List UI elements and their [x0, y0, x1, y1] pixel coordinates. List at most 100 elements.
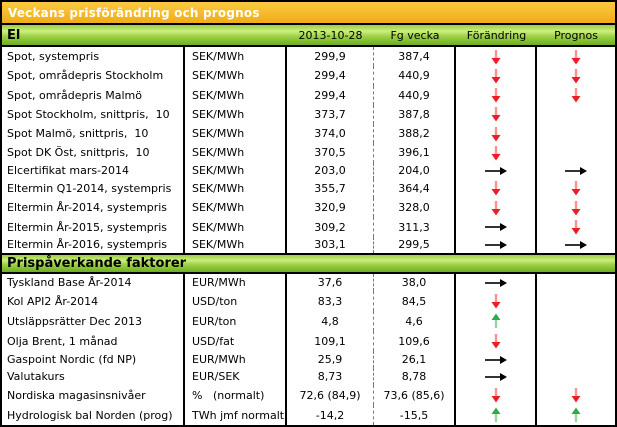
row-unit: SEK/MWh	[185, 217, 287, 237]
row-label: Eltermin År-2014, systempris	[2, 198, 185, 218]
row-current-value: 355,7	[287, 178, 374, 199]
row-change-cell	[456, 124, 537, 144]
row-change-cell	[456, 104, 537, 125]
row-forecast-cell	[537, 331, 615, 351]
right-arrow-icon	[484, 240, 507, 249]
row-label: Spot Malmö, snittpris, 10	[2, 124, 185, 144]
row-unit: SEK/MWh	[185, 47, 287, 67]
down-arrow-icon	[571, 220, 581, 235]
table-row: Spot, systempris SEK/MWh 299,9 387,4	[2, 47, 615, 67]
row-change-cell	[456, 66, 537, 86]
report-title-bar: Veckans prisförändring och prognos	[2, 2, 615, 25]
row-current-value: 4,8	[287, 311, 374, 331]
row-previous-value: 109,6	[374, 331, 456, 351]
section-header-factors: Prispåverkande faktorer	[2, 255, 615, 274]
down-arrow-icon	[571, 88, 581, 103]
row-current-value: 8,73	[287, 368, 374, 385]
row-forecast-cell	[537, 47, 615, 66]
row-change-cell	[456, 291, 537, 311]
row-label: Eltermin År-2016, systempris	[2, 236, 185, 253]
row-change-cell	[456, 143, 537, 163]
section-title-factors: Prispåverkande faktorer	[7, 256, 187, 271]
row-current-value: 83,3	[287, 291, 374, 311]
row-label: Eltermin År-2015, systempris	[2, 217, 185, 237]
down-arrow-icon	[491, 334, 500, 349]
down-arrow-icon	[491, 49, 500, 65]
row-previous-value: 364,4	[374, 178, 456, 199]
table-row: Kol API2 År-2014 USD/ton 83,3 84,5	[2, 291, 615, 311]
row-unit: SEK/MWh	[185, 162, 287, 179]
row-previous-value: 26,1	[374, 351, 456, 368]
table-row: Hydrologisk bal Norden (prog) TWh jmf no…	[2, 405, 615, 425]
row-previous-value: 299,5	[374, 236, 456, 253]
factors-section-rows: Tyskland Base År-2014 EUR/MWh 37,6 38,0 …	[2, 274, 615, 425]
down-arrow-icon	[571, 388, 581, 403]
column-header-forecast: Prognos	[554, 28, 598, 42]
row-previous-value: 396,1	[374, 143, 456, 163]
row-forecast-cell	[537, 143, 615, 162]
row-previous-value: 311,3	[374, 217, 456, 237]
row-forecast-cell	[537, 351, 615, 368]
row-current-value: 37,6	[287, 274, 374, 291]
row-forecast-cell	[537, 217, 615, 236]
down-arrow-icon	[491, 200, 500, 216]
row-forecast-cell	[537, 368, 615, 385]
down-arrow-icon	[491, 68, 500, 84]
row-current-value: 320,9	[287, 198, 374, 218]
row-unit: SEK/MWh	[185, 178, 287, 199]
row-unit: SEK/MWh	[185, 66, 287, 86]
row-change-cell	[456, 405, 537, 425]
down-arrow-icon	[491, 145, 500, 161]
row-unit: EUR/ton	[185, 311, 287, 331]
row-previous-value: -15,5	[374, 405, 456, 425]
row-current-value: 25,9	[287, 351, 374, 368]
row-current-value: 370,5	[287, 143, 374, 163]
row-current-value: -14,2	[287, 405, 374, 425]
row-unit: EUR/MWh	[185, 274, 287, 291]
row-previous-value: 84,5	[374, 291, 456, 311]
row-current-value: 72,6 (84,9)	[287, 385, 374, 405]
down-arrow-icon	[571, 200, 581, 216]
row-forecast-cell	[537, 86, 615, 105]
row-forecast-cell	[537, 291, 615, 311]
row-current-value: 203,0	[287, 162, 374, 179]
row-change-cell	[456, 368, 537, 385]
row-previous-value: 328,0	[374, 198, 456, 218]
row-previous-value: 387,8	[374, 104, 456, 125]
row-label: Kol API2 År-2014	[2, 291, 185, 311]
row-change-cell	[456, 274, 537, 291]
down-arrow-icon	[491, 181, 500, 196]
row-forecast-cell	[537, 405, 615, 425]
row-label: Eltermin Q1-2014, systempris	[2, 178, 185, 199]
row-forecast-cell	[537, 274, 615, 291]
row-forecast-cell	[537, 163, 615, 179]
row-unit: SEK/MWh	[185, 236, 287, 253]
table-row: Spot DK Öst, snittpris, 10 SEK/MWh 370,5…	[2, 143, 615, 163]
table-row: Olja Brent, 1 månad USD/fat 109,1 109,6	[2, 331, 615, 351]
row-previous-value: 388,2	[374, 124, 456, 144]
row-unit: EUR/SEK	[185, 368, 287, 385]
row-previous-value: 204,0	[374, 162, 456, 179]
up-arrow-icon	[571, 407, 581, 422]
table-row: Tyskland Base År-2014 EUR/MWh 37,6 38,0	[2, 274, 615, 291]
row-previous-value: 440,9	[374, 85, 456, 105]
down-arrow-icon	[571, 68, 581, 84]
right-arrow-icon	[484, 355, 507, 364]
row-forecast-cell	[537, 179, 615, 198]
right-arrow-icon	[484, 166, 507, 175]
right-arrow-icon	[484, 372, 507, 381]
section-header-el: El 2013-10-28 Fg vecka Förändring Progno…	[2, 25, 615, 47]
row-change-cell	[456, 217, 537, 237]
table-row: Spot Stockholm, snittpris, 10 SEK/MWh 37…	[2, 104, 615, 125]
down-arrow-icon	[491, 107, 500, 122]
row-forecast-cell	[537, 124, 615, 143]
row-label: Spot, systempris	[2, 47, 185, 67]
table-row: Utsläppsrätter Dec 2013 EUR/ton 4,8 4,6	[2, 311, 615, 331]
row-current-value: 309,2	[287, 217, 374, 237]
row-label: Spot, områdepris Stockholm	[2, 66, 185, 86]
row-current-value: 109,1	[287, 331, 374, 351]
row-change-cell	[456, 198, 537, 218]
el-section-rows: Spot, systempris SEK/MWh 299,9 387,4 Spo…	[2, 47, 615, 255]
row-previous-value: 38,0	[374, 274, 456, 291]
